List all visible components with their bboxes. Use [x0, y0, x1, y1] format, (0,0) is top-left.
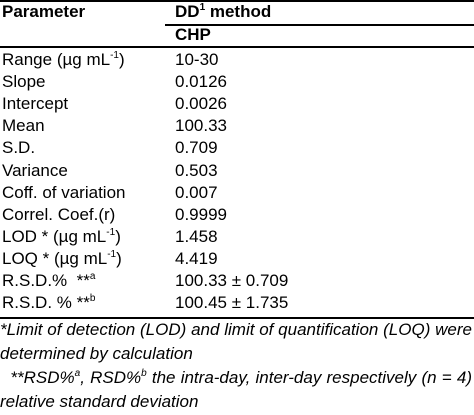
header-rule — [165, 24, 474, 26]
row-label: R.S.D. % **b — [2, 293, 95, 313]
superscript: 1 — [199, 2, 206, 13]
row-value: 0.007 — [175, 182, 218, 202]
text-run: S.D. — [2, 138, 36, 158]
text-run: R.S.D.% ** — [2, 271, 90, 290]
text-run: ) — [115, 226, 121, 246]
text-run: Slope — [2, 72, 46, 92]
row-label: R.S.D.% **a — [2, 271, 95, 291]
row-label: LOD * (µg mL-1) — [2, 227, 121, 247]
text-run: method — [205, 2, 272, 21]
row-value: 4.419 — [175, 248, 218, 268]
superscript: -1 — [110, 50, 119, 61]
text-run: **RSD% — [0, 368, 75, 387]
footnotes: *Limit of detection (LOD) and limit of q… — [0, 318, 472, 414]
row-label: Coff. of variation — [2, 183, 125, 203]
text-run: Range (µg mL — [2, 50, 111, 69]
row-label: Correl. Coef.(r) — [2, 205, 115, 225]
text-run: , RSD% — [80, 368, 142, 387]
text-run: Variance — [2, 160, 68, 180]
text-run: ) — [116, 248, 122, 268]
superscript: b — [89, 293, 96, 305]
row-label: Range (µg mL-1) — [2, 50, 125, 70]
header-parameter: Parameter — [2, 2, 86, 21]
row-value: 1.458 — [175, 226, 218, 246]
text-run: Correl. Coef.(r) — [2, 204, 116, 224]
row-value: 100.33 — [175, 116, 227, 136]
text-run: LOQ * (µg mL — [2, 248, 108, 268]
footnote: **RSD%a, RSD%b the intra-day, inter-day … — [0, 366, 472, 414]
bottom-rule — [0, 317, 474, 319]
text-run: R.S.D. % ** — [2, 293, 90, 313]
row-value: 0.9999 — [175, 204, 227, 224]
row-value: 100.33 ± 0.709 — [175, 271, 289, 290]
text-run: ) — [118, 50, 125, 69]
row-value: 0.709 — [175, 138, 218, 158]
footnote: *Limit of detection (LOD) and limit of q… — [0, 318, 472, 366]
row-label: Intercept — [2, 94, 68, 114]
header-sub: CHP — [175, 25, 211, 44]
row-value: 0.0026 — [175, 94, 227, 114]
superscript: a — [74, 368, 81, 379]
superscript: -1 — [107, 248, 117, 260]
text-run: the intra-day, inter-day respectively (n… — [0, 368, 472, 411]
row-value: 100.45 ± 1.735 — [175, 293, 289, 313]
superscript: -1 — [106, 226, 116, 238]
text-run: LOD * (µg mL — [2, 226, 107, 246]
superscript: b — [141, 368, 147, 379]
text-run: Mean — [2, 116, 45, 136]
row-value: 0.0126 — [175, 72, 227, 92]
superscript: a — [89, 271, 96, 282]
text-run: DD — [175, 2, 200, 21]
row-label: Variance — [2, 161, 68, 181]
sub-rule — [0, 46, 474, 48]
text-run: Intercept — [2, 94, 69, 114]
row-label: S.D. — [2, 138, 35, 158]
row-label: Slope — [2, 72, 45, 92]
row-label: LOQ * (µg mL-1) — [2, 249, 122, 269]
text-run: Coff. of variation — [2, 182, 126, 202]
row-value: 0.503 — [175, 160, 218, 180]
row-value: 10-30 — [175, 50, 219, 69]
top-rule — [0, 0, 474, 2]
row-label: Mean — [2, 116, 45, 136]
header-method: DD1 method — [175, 2, 271, 22]
text-run: *Limit of detection (LOD) and limit of q… — [0, 320, 472, 363]
